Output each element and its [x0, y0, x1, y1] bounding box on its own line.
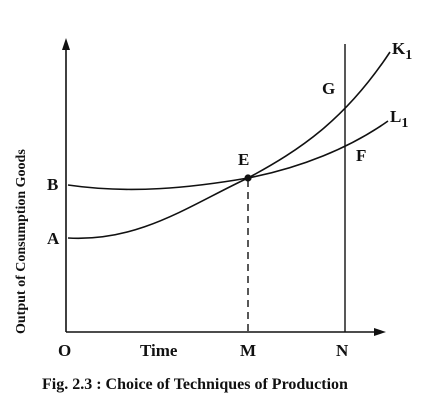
label-b: B [47, 175, 58, 194]
label-l1-letter: L [390, 107, 401, 126]
label-g: G [322, 79, 335, 98]
label-e: E [238, 150, 249, 169]
label-k1-subscript: 1 [405, 48, 412, 63]
figure-caption: Fig. 2.3 : Choice of Techniques of Produ… [42, 376, 348, 393]
label-k1-letter: K [392, 39, 406, 58]
x-axis-title: Time [140, 341, 178, 360]
label-a: A [47, 229, 60, 248]
point-e-dot [244, 174, 252, 182]
curve-l1 [67, 120, 389, 191]
x-axis-arrow [374, 328, 386, 336]
label-m: M [240, 341, 256, 360]
y-axis-arrow [62, 38, 70, 50]
label-f: F [356, 146, 366, 165]
label-k1: K1 [392, 39, 412, 63]
label-l1-subscript: 1 [401, 116, 408, 131]
label-origin: O [58, 341, 71, 360]
curve-k1 [67, 51, 391, 240]
label-l1: L1 [390, 107, 408, 131]
y-axis-title: Output of Consumption Goods [14, 149, 29, 334]
label-n: N [336, 341, 349, 360]
